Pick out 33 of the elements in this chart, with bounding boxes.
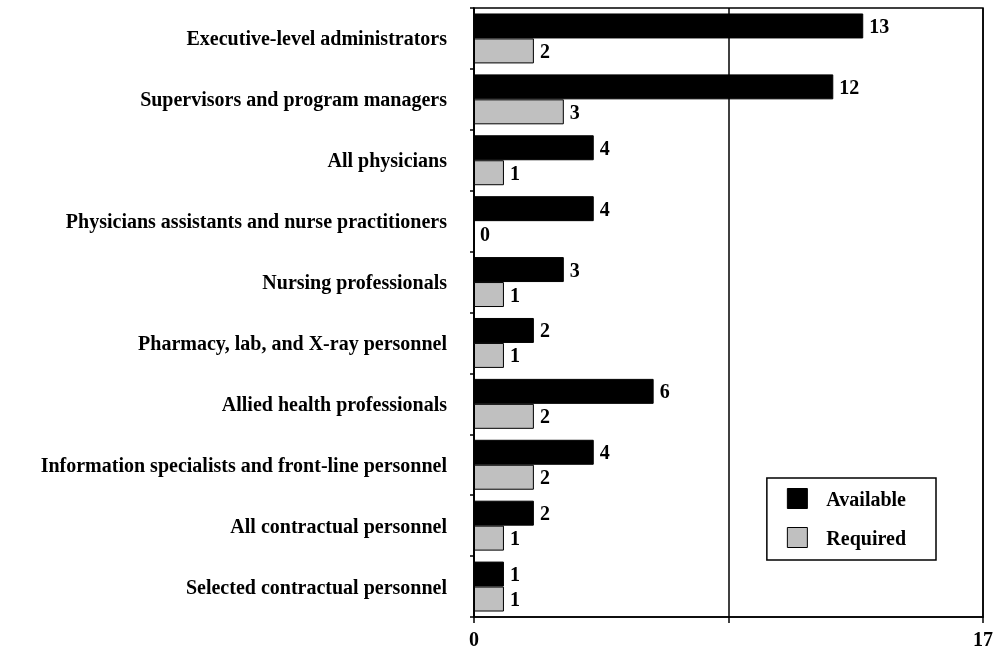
data-label: 13	[869, 14, 890, 37]
y-tick-label: Information specialists and front-line personnel	[40, 453, 448, 477]
y-tick-label: All physicians	[327, 149, 448, 173]
data-label: 0	[480, 222, 490, 245]
data-label: 3	[569, 258, 580, 281]
y-tick-label: All contractual personnel	[230, 514, 448, 538]
data-label: 4	[599, 441, 610, 464]
data-label: 12	[839, 75, 860, 98]
data-label: 1	[509, 283, 520, 306]
data-label: 1	[509, 344, 520, 367]
data-label: 2	[539, 319, 550, 342]
data-label: 1	[509, 563, 520, 586]
data-label: 2	[539, 466, 550, 489]
y-tick-label: Allied health professionals	[221, 392, 448, 416]
data-label: 2	[539, 39, 550, 62]
data-label: 1	[509, 588, 520, 611]
y-tick-label: Selected contractual personnel	[185, 575, 448, 599]
data-label: 4	[599, 197, 610, 220]
data-label: 1	[509, 527, 520, 550]
legend-label: Available	[826, 487, 907, 510]
y-tick-label: Pharmacy, lab, and X-ray personnel	[138, 331, 448, 355]
y-tick-label: Nursing professionals	[262, 271, 448, 295]
data-label: 6	[659, 380, 670, 403]
legend-label: Required	[826, 526, 906, 550]
y-tick-label: Physicians assistants and nurse practitioners	[65, 210, 448, 234]
data-label: 3	[569, 100, 580, 123]
x-tick-label: 17	[973, 628, 993, 650]
data-label: 2	[539, 405, 550, 428]
data-label: 4	[599, 136, 610, 159]
data-label: 2	[539, 502, 550, 525]
data-label: 1	[509, 161, 520, 184]
y-tick-label: Executive-level administrators	[186, 27, 448, 50]
y-tick-label: Supervisors and program managers	[140, 88, 448, 112]
